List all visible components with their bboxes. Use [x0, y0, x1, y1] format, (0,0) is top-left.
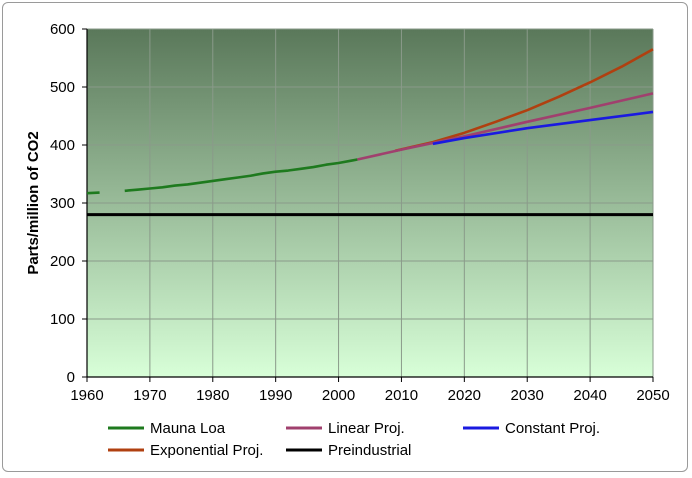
x-tick-label: 2040	[573, 387, 606, 404]
series-line-exponential-proj	[394, 48, 654, 153]
legend-label: Constant Proj.	[505, 420, 600, 437]
tick-labels: 1960 1970 1980 1990 2000 2010 2020 2030 2040 2050…	[50, 21, 670, 404]
series-line-constant-proj	[432, 110, 654, 146]
y-tick-label: 100	[50, 311, 75, 328]
legend-item-mauna-loa: Mauna Loa	[108, 420, 226, 437]
x-tick-label: 2000	[322, 387, 355, 404]
legend-label: Linear Proj.	[328, 420, 405, 437]
legend: Mauna Loa Linear Proj. Constant Proj. Expon…	[108, 420, 600, 459]
x-tick-label: 2010	[385, 387, 418, 404]
series-line-mauna-loa	[86, 191, 100, 195]
x-tick-label: 2030	[511, 387, 544, 404]
y-tick-label: 400	[50, 137, 75, 154]
series-layer	[86, 48, 654, 217]
x-tick-label: 1970	[133, 387, 166, 404]
legend-label: Preindustrial	[328, 442, 411, 459]
y-tick-label: 0	[67, 369, 75, 386]
legend-item-linear-proj: Linear Proj.	[286, 420, 405, 437]
chart-container: 1960 1970 1980 1990 2000 2010 2020 2030 2040 2050…	[2, 2, 688, 472]
axes	[82, 28, 654, 382]
x-tick-label: 1960	[70, 387, 103, 404]
legend-item-exponential-proj: Exponential Proj.	[108, 442, 263, 459]
legend-label: Exponential Proj.	[150, 442, 263, 459]
legend-item-constant-proj: Constant Proj.	[463, 420, 600, 437]
series-line-mauna-loa	[124, 158, 358, 193]
x-tick-label: 1980	[196, 387, 229, 404]
co2-chart: 1960 1970 1980 1990 2000 2010 2020 2030 2040 2050…	[25, 21, 670, 459]
y-tick-label: 300	[50, 195, 75, 212]
y-tick-label: 200	[50, 253, 75, 270]
series-line-linear-proj	[357, 92, 654, 161]
legend-item-preindustrial: Preindustrial	[286, 442, 411, 459]
y-tick-label: 500	[50, 79, 75, 96]
x-tick-label: 1990	[259, 387, 292, 404]
y-tick-label: 600	[50, 21, 75, 38]
x-tick-label: 2050	[636, 387, 669, 404]
x-tick-label: 2020	[448, 387, 481, 404]
legend-label: Mauna Loa	[150, 420, 226, 437]
y-axis-label: Parts/million of CO2	[25, 131, 42, 274]
